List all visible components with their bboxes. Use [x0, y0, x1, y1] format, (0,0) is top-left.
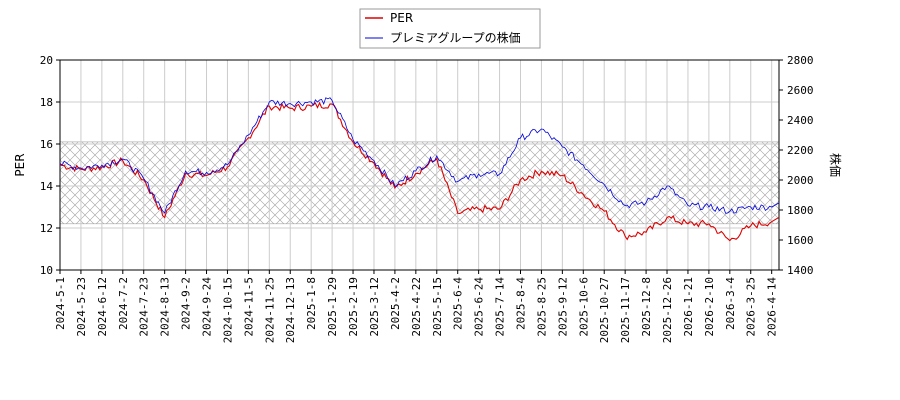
legend-label-stock-price: プレミアグループの株価 — [390, 30, 521, 45]
x-tick-label: 2024-9-2 — [180, 277, 193, 330]
x-tick-label: 2024-6-12 — [96, 277, 109, 337]
x-tick-label: 2025-1-29 — [326, 277, 339, 337]
stock-price-series-line — [59, 97, 780, 214]
x-tick-label: 2025-8-4 — [514, 277, 527, 330]
x-tick-label: 2025-2-19 — [347, 277, 360, 337]
x-tick-label: 2026-4-14 — [766, 277, 779, 337]
reference-band — [59, 141, 780, 225]
x-tick-label: 2025-7-14 — [494, 277, 507, 337]
x-tick-label: 2026-1-21 — [682, 277, 695, 337]
x-tick-label: 2025-4-2 — [389, 277, 402, 330]
right-tick-label: 2800 — [787, 54, 814, 67]
right-axis-title: 株価 — [828, 153, 843, 177]
right-tick-label: 2600 — [787, 84, 814, 97]
x-tick-label: 2026-3-4 — [724, 277, 737, 330]
x-tick-label: 2024-9-24 — [201, 277, 214, 337]
x-tick-label: 2024-11-5 — [242, 277, 255, 337]
x-tick-label: 2024-7-2 — [117, 277, 130, 330]
left-tick-label: 14 — [40, 180, 54, 193]
x-tick-label: 2026-3-25 — [745, 277, 758, 337]
right-tick-label: 2200 — [787, 144, 814, 157]
left-tick-label: 20 — [40, 54, 53, 67]
x-tick-label: 2025-1-8 — [305, 277, 318, 330]
right-tick-label: 1600 — [787, 234, 814, 247]
x-tick-label: 2024-11-25 — [263, 277, 276, 343]
legend-box — [359, 8, 541, 49]
legend: PER プレミアグループの株価 — [359, 8, 541, 49]
x-tick-label: 2025-4-22 — [410, 277, 423, 337]
left-tick-label: 18 — [40, 96, 53, 109]
x-tick-label: 2024-7-23 — [138, 277, 151, 337]
x-tick-label: 2024-12-13 — [284, 277, 297, 343]
x-tick-label: 2025-3-12 — [368, 277, 381, 337]
x-tick-label: 2025-6-24 — [473, 277, 486, 337]
x-tick-label: 2026-2-10 — [703, 277, 716, 337]
x-tick-label: 2025-11-17 — [619, 277, 632, 343]
right-tick-label: 2000 — [787, 174, 814, 187]
right-tick-label: 2400 — [787, 114, 814, 127]
x-tick-label: 2024-8-13 — [159, 277, 172, 337]
legend-label-per: PER — [390, 11, 413, 25]
x-tick-label: 2025-10-27 — [598, 277, 611, 343]
x-tick-label: 2025-12-8 — [640, 277, 653, 337]
left-tick-label: 10 — [40, 264, 53, 277]
x-tick-label: 2025-12-26 — [661, 277, 674, 343]
band-area — [59, 141, 780, 225]
x-axis: 2024-5-1 2024-5-23 2024-6-12 2024-7-2 2024-7… — [54, 270, 779, 343]
left-axis-title: PER — [13, 153, 27, 176]
x-tick-label: 2025-8-25 — [535, 277, 548, 337]
right-tick-label: 1400 — [787, 264, 814, 277]
x-tick-label: 2025-10-6 — [577, 277, 590, 337]
x-tick-label: 2025-5-15 — [431, 277, 444, 337]
series-lines — [59, 97, 780, 242]
right-y-axis: 1400 1600 1800 2000 2200 2400 2600 2800 — [779, 54, 814, 277]
left-tick-label: 16 — [40, 138, 53, 151]
x-tick-label: 2024-10-15 — [221, 277, 234, 343]
left-y-axis: 10 12 14 16 18 20 — [40, 54, 60, 277]
right-tick-label: 1800 — [787, 204, 814, 217]
x-tick-label: 2025-6-4 — [452, 277, 465, 330]
x-tick-label: 2025-9-12 — [556, 277, 569, 337]
x-tick-label: 2024-5-23 — [75, 277, 88, 337]
left-tick-label: 12 — [40, 222, 53, 235]
x-tick-label: 2024-5-1 — [54, 277, 67, 330]
